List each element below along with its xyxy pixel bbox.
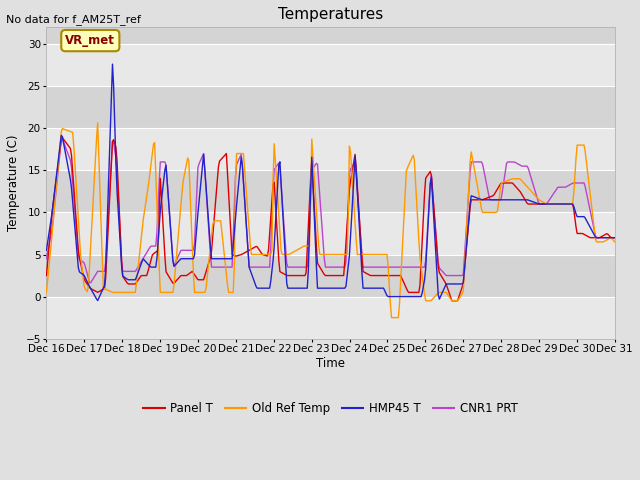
- Legend: Panel T, Old Ref Temp, HMP45 T, CNR1 PRT: Panel T, Old Ref Temp, HMP45 T, CNR1 PRT: [138, 397, 523, 420]
- Bar: [47, 2, 615, 44]
- Text: VR_met: VR_met: [65, 34, 115, 47]
- Bar: [47, 297, 615, 339]
- Y-axis label: Temperature (C): Temperature (C): [7, 135, 20, 231]
- Bar: [47, 170, 615, 213]
- Title: Temperatures: Temperatures: [278, 7, 383, 22]
- Text: No data for f_AM25T_ref: No data for f_AM25T_ref: [6, 14, 141, 25]
- Bar: [47, 213, 615, 254]
- Bar: [47, 44, 615, 86]
- Bar: [47, 128, 615, 170]
- Bar: [47, 86, 615, 128]
- X-axis label: Time: Time: [316, 357, 345, 370]
- Bar: [47, 254, 615, 297]
